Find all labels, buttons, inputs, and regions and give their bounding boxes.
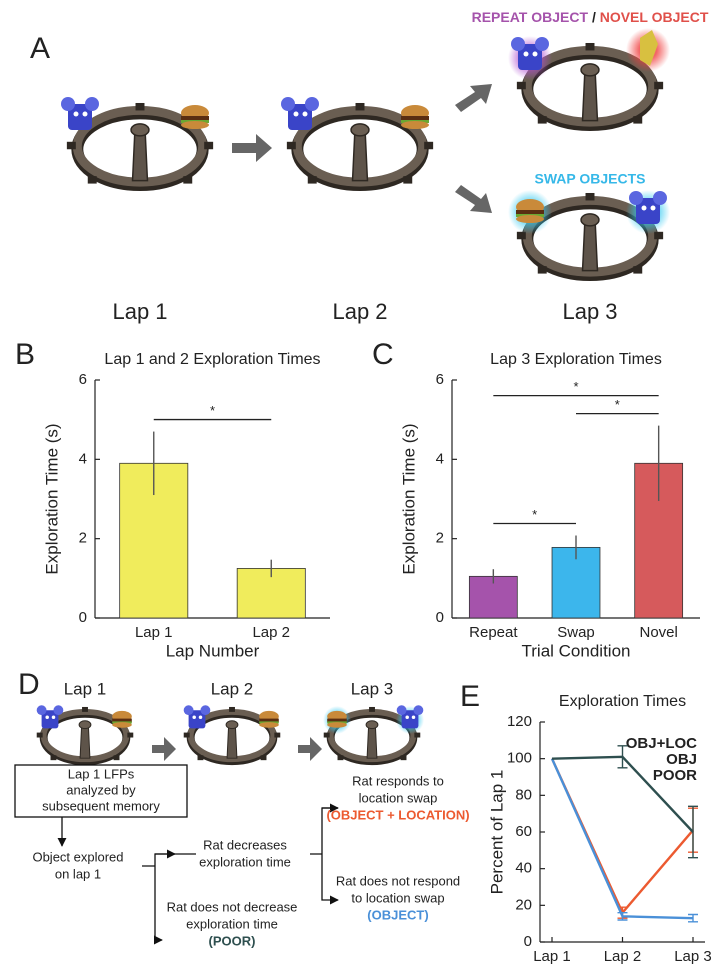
y-axis-label: Percent of Lap 1: [487, 770, 506, 895]
flow-text: location swap: [359, 790, 438, 805]
x-tick-label: Lap 2: [252, 624, 290, 641]
chart-title: Exploration Times: [559, 693, 686, 710]
panel-label: D: [18, 668, 40, 701]
flow-text: Rat decreases: [203, 837, 287, 852]
y-tick-label: 20: [515, 896, 532, 913]
lap-label: Lap 1: [112, 299, 167, 324]
legend-entry: POOR: [653, 767, 697, 784]
significance-label: *: [615, 397, 620, 412]
x-tick-label: Swap: [557, 624, 595, 641]
y-tick-label: 0: [79, 609, 87, 626]
x-axis-label: Trial Condition: [522, 641, 631, 660]
y-tick-label: 100: [507, 750, 532, 767]
x-tick-label: Lap 3: [674, 948, 712, 965]
error-bar: [617, 911, 628, 921]
panel-d: D Lap 1 Lap 2 Lap 3 Lap 1 LFPs analyzed …: [14, 668, 470, 949]
y-tick-label: 60: [515, 823, 532, 840]
flow-text: Rat responds to: [352, 773, 444, 788]
error-bar: [617, 745, 628, 769]
panel-label: A: [30, 32, 50, 65]
flow-text: exploration time: [186, 916, 278, 931]
y-tick-label: 2: [79, 530, 87, 547]
lap-label: Lap 2: [211, 679, 254, 698]
poor-label: (POOR): [209, 933, 256, 948]
charts: B Lap 1 and 2 Exploration Times Exploratio…: [15, 338, 712, 965]
novel-label: NOVEL OBJECT: [600, 9, 709, 25]
legend-entry: OBJ+LOC: [626, 735, 697, 752]
chart-title: Lap 1 and 2 Exploration Times: [104, 351, 320, 368]
flow-text: Lap 1 LFPs: [68, 766, 135, 781]
significance-label: *: [573, 379, 578, 394]
significance-label: *: [210, 403, 215, 418]
error-bar: [688, 913, 698, 923]
flow-text: on lap 1: [55, 866, 101, 881]
chart-title: Lap 3 Exploration Times: [490, 351, 662, 368]
flow-text: Rat does not respond: [336, 873, 460, 888]
x-tick-label: Lap 1: [135, 624, 173, 641]
lap-label: Lap 2: [332, 299, 387, 324]
x-tick-label: Novel: [639, 624, 677, 641]
x-tick-label: Lap 2: [604, 948, 642, 965]
y-tick-label: 6: [436, 371, 444, 388]
lap-label: Lap 3: [562, 299, 617, 324]
x-tick-label: Repeat: [469, 624, 518, 641]
repeat-label: REPEAT OBJECT: [472, 9, 589, 25]
flow-text: Object explored: [32, 849, 123, 864]
significance-label: *: [532, 507, 537, 522]
y-tick-label: 40: [515, 860, 532, 877]
obj-label: (OBJECT): [367, 907, 428, 922]
y-axis-label: Exploration Time (s): [399, 423, 418, 574]
legend-entry: OBJ: [666, 751, 697, 768]
x-tick-label: Lap 1: [533, 948, 571, 965]
y-tick-label: 0: [436, 609, 444, 626]
x-axis-label: Lap Number: [166, 641, 260, 660]
y-tick-label: 4: [79, 450, 87, 467]
error-bar: [688, 805, 698, 859]
objloc-label: (OBJECT + LOCATION): [326, 807, 469, 822]
y-tick-label: 6: [79, 371, 87, 388]
panel-a: A REPEAT OBJECT / NOVEL OBJECT SWAP OBJE…: [30, 9, 709, 324]
y-tick-label: 4: [436, 450, 444, 467]
panel-label: E: [460, 680, 480, 713]
swap-label: SWAP OBJECTS: [535, 171, 646, 187]
lap-label: Lap 1: [64, 679, 107, 698]
y-tick-label: 0: [524, 933, 532, 950]
flow-text: Rat does not decrease: [167, 899, 298, 914]
lap-label: Lap 3: [351, 679, 394, 698]
y-tick-label: 120: [507, 713, 532, 730]
slash: /: [592, 9, 596, 25]
y-tick-label: 2: [436, 530, 444, 547]
panel-label: C: [372, 338, 394, 371]
condition-title: REPEAT OBJECT / NOVEL OBJECT: [472, 9, 709, 25]
flow-text: to location swap: [351, 890, 444, 905]
flow-text: subsequent memory: [42, 798, 160, 813]
flow-text: exploration time: [199, 854, 291, 869]
y-axis-label: Exploration Time (s): [42, 423, 61, 574]
flow-text: analyzed by: [66, 782, 136, 797]
y-tick-label: 80: [515, 786, 532, 803]
panel-label: B: [15, 338, 35, 371]
